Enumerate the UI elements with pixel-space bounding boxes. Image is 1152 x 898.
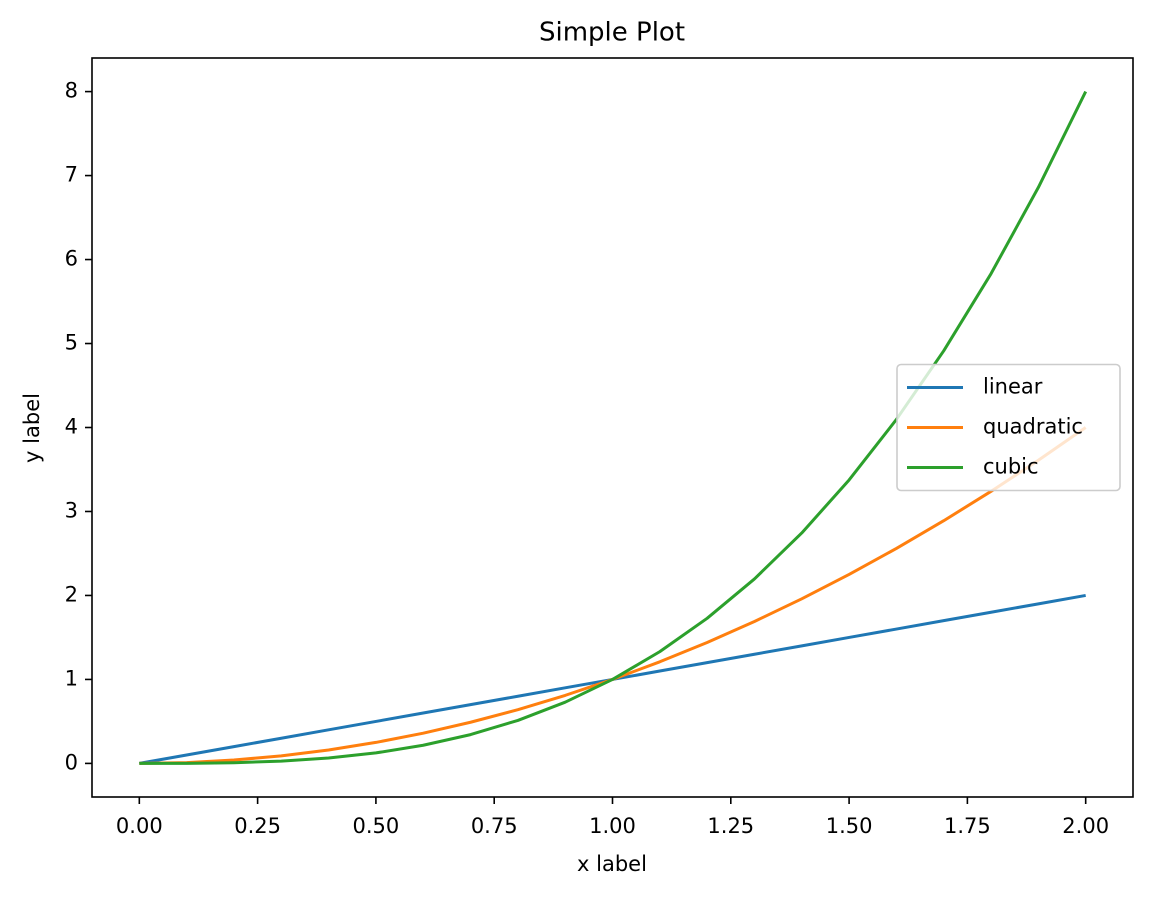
- x-tick-label: 1.75: [944, 814, 991, 838]
- x-tick-label: 0.50: [353, 814, 400, 838]
- y-tick-label: 4: [65, 415, 78, 439]
- y-tick-label: 6: [65, 247, 78, 271]
- y-axis-label: y label: [20, 393, 44, 463]
- y-tick-label: 7: [65, 163, 78, 187]
- chart-title: Simple Plot: [539, 18, 685, 48]
- plot-frame: [91, 57, 1134, 798]
- legend-label: cubic: [983, 455, 1039, 479]
- x-tick-label: 0.25: [234, 814, 281, 838]
- y-tick-label: 2: [65, 582, 78, 606]
- y-tick-label: 0: [65, 750, 78, 774]
- x-tick-label: 1.50: [826, 814, 873, 838]
- x-tick-label: 0.00: [116, 814, 163, 838]
- x-tick-label: 0.75: [471, 814, 518, 838]
- legend-label: quadratic: [983, 415, 1083, 439]
- y-tick-label: 8: [65, 79, 78, 103]
- x-axis-label: x label: [577, 852, 647, 876]
- y-tick-label: 1: [65, 666, 78, 690]
- x-tick-label: 2.00: [1062, 814, 1109, 838]
- x-tick-label: 1.25: [707, 814, 754, 838]
- y-tick-label: 5: [65, 331, 78, 355]
- legend-label: linear: [983, 375, 1043, 399]
- y-tick-label: 3: [65, 498, 78, 522]
- legend-box: [896, 363, 1121, 492]
- x-tick-label: 1.00: [589, 814, 636, 838]
